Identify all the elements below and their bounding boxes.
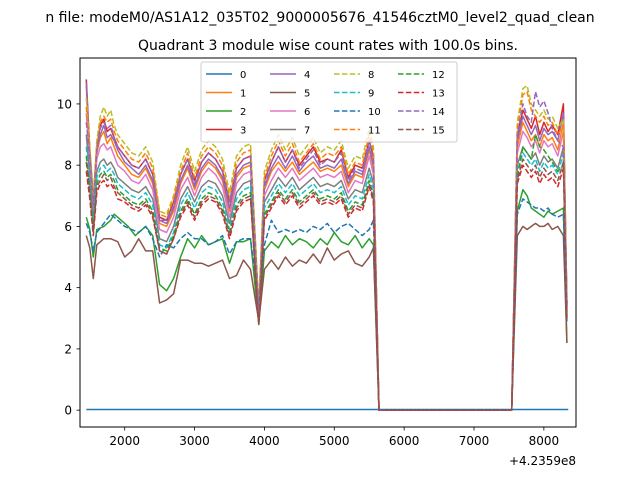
legend-label-7: 7 bbox=[304, 126, 310, 137]
x-axis-offset-label: +4.2359e8 bbox=[509, 454, 576, 468]
series-line-12 bbox=[85, 133, 568, 411]
legend-label-5: 5 bbox=[304, 89, 310, 100]
legend-label-11: 11 bbox=[368, 126, 381, 137]
x-axis-ticks: 2000 3000 4000 5000 6000 7000 8000 bbox=[109, 427, 559, 448]
legend-label-12: 12 bbox=[432, 70, 445, 81]
series-line-10 bbox=[85, 198, 568, 411]
figure-suptitle: n file: modeM0/AS1A12_035T02_9000005676_… bbox=[45, 10, 594, 26]
legend-label-10: 10 bbox=[368, 107, 381, 118]
legend-label-0: 0 bbox=[240, 70, 246, 81]
series-line-8 bbox=[85, 84, 568, 411]
x-tick-label: 2000 bbox=[109, 434, 140, 448]
x-tick-label: 5000 bbox=[319, 434, 350, 448]
legend-label-2: 2 bbox=[240, 107, 246, 118]
y-tick-label: 4 bbox=[64, 281, 72, 295]
x-tick-label: 4000 bbox=[249, 434, 280, 448]
legend-label-14: 14 bbox=[432, 107, 445, 118]
series-line-11 bbox=[85, 90, 568, 411]
x-tick-label: 6000 bbox=[389, 434, 420, 448]
legend-label-9: 9 bbox=[368, 89, 374, 100]
legend-label-1: 1 bbox=[240, 89, 246, 100]
y-tick-label: 6 bbox=[64, 220, 72, 234]
y-tick-label: 0 bbox=[64, 404, 72, 418]
y-tick-label: 10 bbox=[57, 97, 72, 111]
legend-label-4: 4 bbox=[304, 70, 310, 81]
y-axis-ticks: 0 2 4 6 8 10 bbox=[57, 97, 80, 418]
y-tick-label: 8 bbox=[64, 159, 72, 173]
series-line-7 bbox=[85, 134, 568, 411]
x-tick-label: 7000 bbox=[459, 434, 490, 448]
series-line-9 bbox=[85, 146, 568, 411]
x-tick-label: 8000 bbox=[529, 434, 560, 448]
series-layer bbox=[85, 79, 569, 411]
series-line-13 bbox=[85, 164, 568, 411]
legend-label-13: 13 bbox=[432, 89, 445, 100]
series-line-15 bbox=[85, 158, 568, 411]
legend-label-8: 8 bbox=[368, 70, 374, 81]
legend-label-15: 15 bbox=[432, 126, 445, 137]
legend-box bbox=[200, 61, 458, 143]
chart-title: Quadrant 3 module wise count rates with … bbox=[138, 38, 518, 54]
series-line-5 bbox=[85, 222, 568, 411]
y-tick-label: 2 bbox=[64, 342, 72, 356]
axes-frame bbox=[79, 57, 577, 428]
series-line-14 bbox=[85, 90, 568, 411]
legend-label-3: 3 bbox=[240, 126, 246, 137]
legend-label-6: 6 bbox=[304, 107, 310, 118]
x-tick-label: 3000 bbox=[179, 434, 210, 448]
series-line-6 bbox=[85, 113, 568, 411]
plot-area bbox=[79, 57, 577, 428]
